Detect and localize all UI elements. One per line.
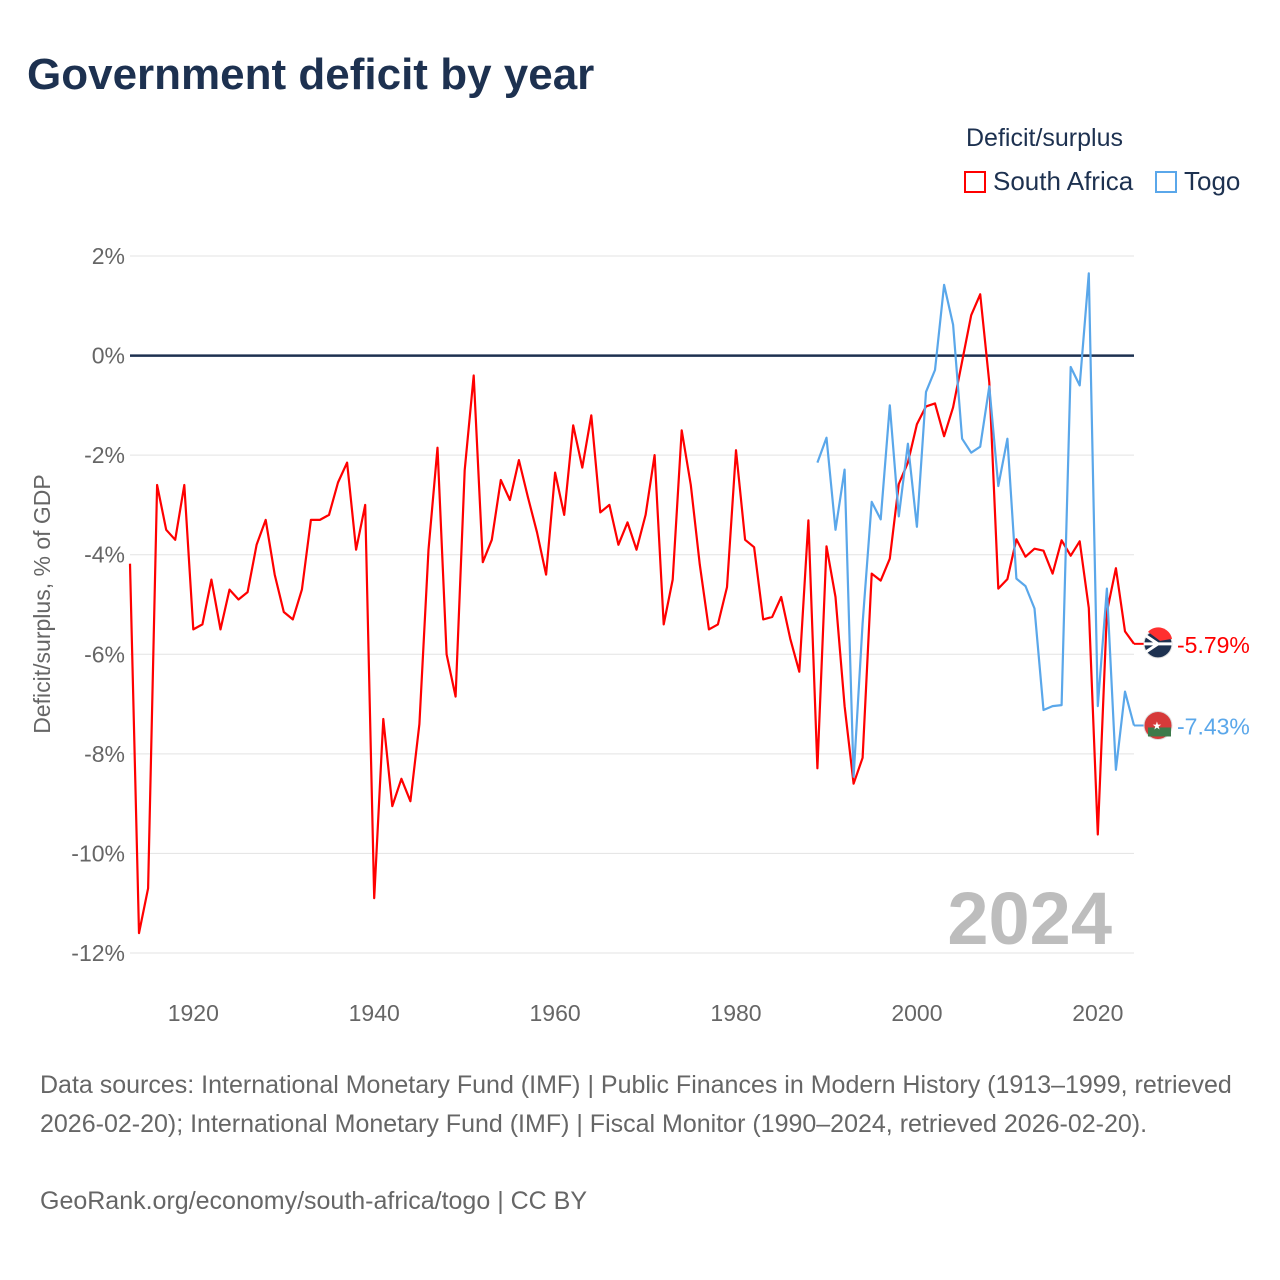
y-tick-label: -4% [84, 542, 125, 568]
legend-swatch [1155, 170, 1177, 193]
x-tick-label: 1920 [168, 1000, 219, 1026]
flag-stripe [1148, 727, 1171, 737]
flag-star: ★ [1152, 720, 1162, 732]
y-tick-label: -12% [71, 940, 125, 966]
x-tick-label: 1940 [349, 1000, 400, 1026]
y-axis-label: Deficit/surplus, % of GDP [29, 474, 55, 733]
legend-label: South Africa [993, 166, 1134, 196]
x-tick-label: 1980 [710, 1000, 761, 1026]
legend-item-south-africa[interactable]: South Africa [964, 166, 1133, 197]
line-chart: 2% 0% -2% -4% -6% -8% -10% -12% 1920 1940 1960 1980… [29, 243, 1250, 1026]
legend-label: Togo [1184, 166, 1241, 196]
flag-stripe [1148, 627, 1172, 641]
y-tick-label: -2% [84, 442, 125, 468]
series-line-togo [816, 272, 1136, 778]
chart-title: Government deficit by year [27, 50, 595, 99]
series-line-south-africa [128, 293, 1135, 935]
y-tick-label: -8% [84, 741, 125, 767]
legend-title: Deficit/surplus [966, 124, 1123, 152]
y-tick-label: -6% [84, 641, 125, 667]
x-tick-label: 2020 [1072, 1000, 1123, 1026]
legend-item-togo[interactable]: Togo [1155, 166, 1240, 197]
data-sources: Data sources: International Monetary Fun… [40, 1071, 1232, 1138]
legend-swatch [964, 170, 986, 193]
x-tick-label: 1960 [530, 1000, 581, 1026]
x-tick-label: 2000 [891, 1000, 942, 1026]
end-value-label: -7.43% [1177, 713, 1250, 739]
y-tick-label: 2% [92, 243, 125, 269]
year-watermark: 2024 [947, 877, 1112, 960]
flag-stripe [1144, 634, 1172, 654]
end-value-label: -5.79% [1177, 632, 1250, 658]
y-tick-label: -10% [71, 840, 125, 866]
y-tick-label: 0% [92, 343, 125, 369]
credit-link[interactable]: GeoRank.org/economy/south-africa/togo | … [40, 1187, 588, 1215]
